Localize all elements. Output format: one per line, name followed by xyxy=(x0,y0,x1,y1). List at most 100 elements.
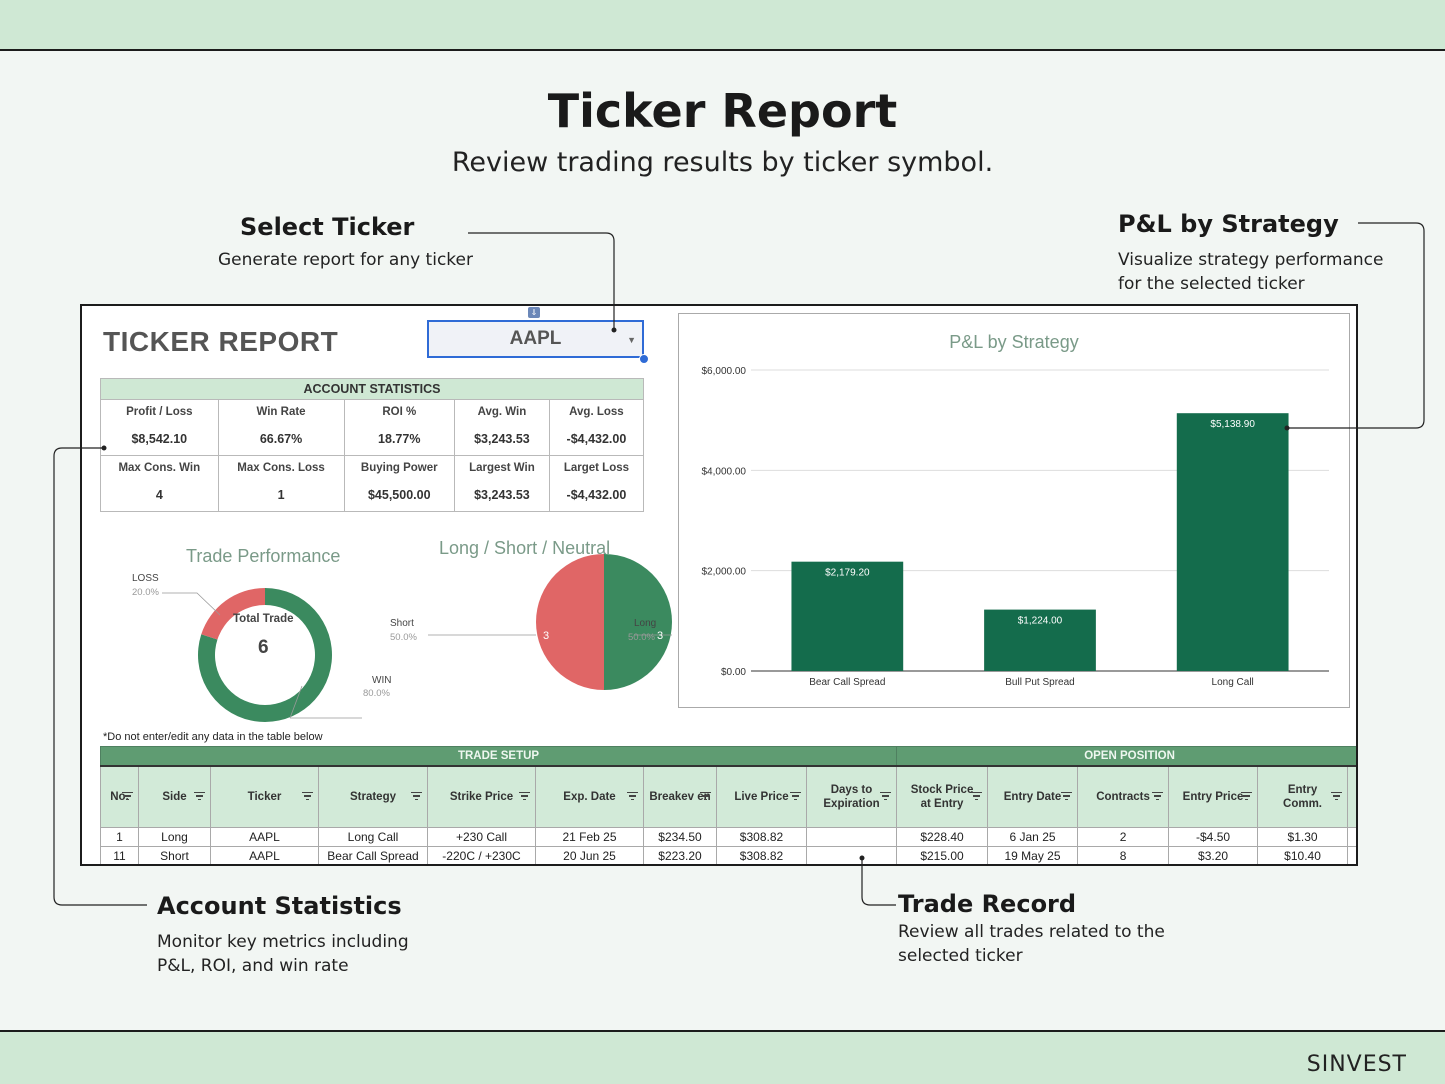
ticker-select[interactable]: AAPL ▼ xyxy=(427,320,644,358)
trade-performance-title: Trade Performance xyxy=(186,546,341,566)
table-cell[interactable]: 2 xyxy=(1077,827,1170,847)
column-header[interactable]: Strike Price xyxy=(427,764,536,828)
table-cell[interactable] xyxy=(805,846,898,864)
trade-record-annotation-line2: selected ticker xyxy=(898,946,1023,966)
donut-loss-slice xyxy=(201,588,265,640)
table-cell[interactable]: $10.40 xyxy=(1257,846,1349,864)
column-header-label: Entry Date xyxy=(1003,790,1062,803)
column-header[interactable]: No. xyxy=(100,764,139,828)
table-cell[interactable]: Long Call xyxy=(318,827,428,847)
column-header[interactable]: Contracts xyxy=(1077,764,1170,828)
table-cell[interactable]: $1.30 xyxy=(1257,827,1349,847)
column-header[interactable]: Side xyxy=(138,764,211,828)
filter-icon[interactable] xyxy=(700,791,711,801)
column-header[interactable]: Ticker xyxy=(210,764,319,828)
x-tick-label: Bear Call Spread xyxy=(809,677,885,688)
table-cell[interactable]: -$4.50 xyxy=(1168,827,1259,847)
column-header-overflow xyxy=(1347,764,1356,828)
stat-label: Win Rate xyxy=(217,399,345,424)
filter-icon[interactable] xyxy=(627,791,638,801)
table-row[interactable]: 11 Short AAPL Bear Call Spread -220C / +230C… xyxy=(100,846,1356,864)
filter-icon[interactable] xyxy=(411,791,422,801)
no-edit-note: *Do not enter/edit any data in the table… xyxy=(103,731,323,743)
table-cell[interactable]: 6 Jan 25 xyxy=(987,827,1079,847)
stat-label: Largest Win xyxy=(453,455,550,480)
table-cell[interactable]: AAPL xyxy=(210,827,319,847)
table-cell[interactable]: -220C / +230C xyxy=(427,846,536,864)
column-header[interactable]: Days to Expiration xyxy=(805,764,898,828)
table-cell[interactable]: $308.82 xyxy=(716,827,807,847)
table-row[interactable]: 1 Long AAPL Long Call +230 Call 21 Feb 25 $234… xyxy=(100,827,1356,847)
chart-title: P&L by Strategy xyxy=(949,332,1078,352)
filter-icon[interactable] xyxy=(194,791,205,801)
column-header[interactable]: Exp. Date xyxy=(535,764,644,828)
stat-value: 4 xyxy=(100,479,219,512)
table-cell[interactable]: $308.82 xyxy=(716,846,807,864)
selection-handle[interactable] xyxy=(639,354,649,364)
table-cell[interactable]: $234.50 xyxy=(643,827,717,847)
account-statistics-table: ACCOUNT STATISTICS Profit / Loss Win Rate… xyxy=(100,378,645,512)
filter-icon[interactable] xyxy=(302,791,313,801)
trade-record-annotation-title: Trade Record xyxy=(898,890,1077,918)
column-header[interactable]: Entry Comm. xyxy=(1257,764,1349,828)
table-cell[interactable]: 21 Feb 25 xyxy=(535,827,644,847)
filter-icon[interactable] xyxy=(519,791,530,801)
stat-label: Avg. Loss xyxy=(548,399,645,424)
loss-pct: 20.0% xyxy=(132,587,159,598)
table-cell[interactable]: Long xyxy=(138,827,211,847)
table-cell[interactable]: AAPL xyxy=(210,846,319,864)
table-cell[interactable]: $223.20 xyxy=(643,846,717,864)
column-header[interactable]: Breakev en xyxy=(643,764,717,828)
filter-icon[interactable] xyxy=(971,791,983,801)
x-tick-label: Long Call xyxy=(1212,677,1254,688)
table-cell[interactable]: 19 May 25 xyxy=(987,846,1079,864)
column-header[interactable]: Entry Date xyxy=(987,764,1079,828)
pl-strategy-annotation-title: P&L by Strategy xyxy=(1118,210,1339,238)
filter-icon[interactable] xyxy=(1152,791,1164,801)
stat-value: $45,500.00 xyxy=(343,479,455,512)
table-cell[interactable]: 8 xyxy=(1077,846,1170,864)
stat-label: Max Cons. Loss xyxy=(217,455,345,480)
column-header[interactable]: Stock Price at Entry xyxy=(896,764,989,828)
long-count: 3 xyxy=(657,630,663,642)
filter-icon[interactable] xyxy=(122,791,133,801)
filter-icon[interactable] xyxy=(1061,791,1073,801)
stat-label: Avg. Win xyxy=(453,399,550,424)
bottom-band xyxy=(0,1030,1445,1084)
total-trade-value: 6 xyxy=(258,637,269,658)
pie-long-slice xyxy=(604,554,672,690)
table-cell[interactable]: $228.40 xyxy=(896,827,989,847)
chevron-down-icon[interactable]: ▼ xyxy=(627,335,636,345)
filter-icon[interactable] xyxy=(1331,791,1343,801)
table-cell[interactable]: Bear Call Spread xyxy=(318,846,428,864)
table-cell[interactable]: 11 xyxy=(100,846,139,864)
table-cell[interactable]: $3.20 xyxy=(1168,846,1259,864)
stat-value: 1 xyxy=(217,479,345,512)
column-header-label: Live Price xyxy=(734,790,789,803)
table-cell[interactable]: 20 Jun 25 xyxy=(535,846,644,864)
win-leader-line xyxy=(289,685,362,719)
table-cell[interactable]: 1 xyxy=(100,827,139,847)
table-cell[interactable]: $215.00 xyxy=(896,846,989,864)
column-header-label: Contracts xyxy=(1096,790,1150,803)
short-label: Short xyxy=(390,618,414,629)
column-header[interactable]: Entry Price xyxy=(1168,764,1259,828)
loss-label: LOSS xyxy=(132,573,159,584)
pl-strategy-annotation-line1: Visualize strategy performance xyxy=(1118,250,1384,270)
column-header-label: Entry Price xyxy=(1182,790,1244,803)
bar-value-label: $5,138.90 xyxy=(1210,419,1255,430)
table-cell[interactable]: Short xyxy=(138,846,211,864)
filter-icon[interactable] xyxy=(880,791,892,801)
y-tick-label: $2,000.00 xyxy=(702,567,747,578)
select-ticker-annotation-text: Generate report for any ticker xyxy=(218,250,473,270)
column-header-label: Strike Price xyxy=(449,790,514,803)
table-cell[interactable] xyxy=(805,827,898,847)
stat-label: Max Cons. Win xyxy=(100,455,219,480)
table-cell[interactable]: +230 Call xyxy=(427,827,536,847)
filter-icon[interactable] xyxy=(1241,791,1253,801)
loss-leader-line xyxy=(162,592,221,616)
top-band xyxy=(0,0,1445,51)
column-header[interactable]: Live Price xyxy=(716,764,807,828)
filter-icon[interactable] xyxy=(790,791,801,801)
column-header[interactable]: Strategy xyxy=(318,764,428,828)
